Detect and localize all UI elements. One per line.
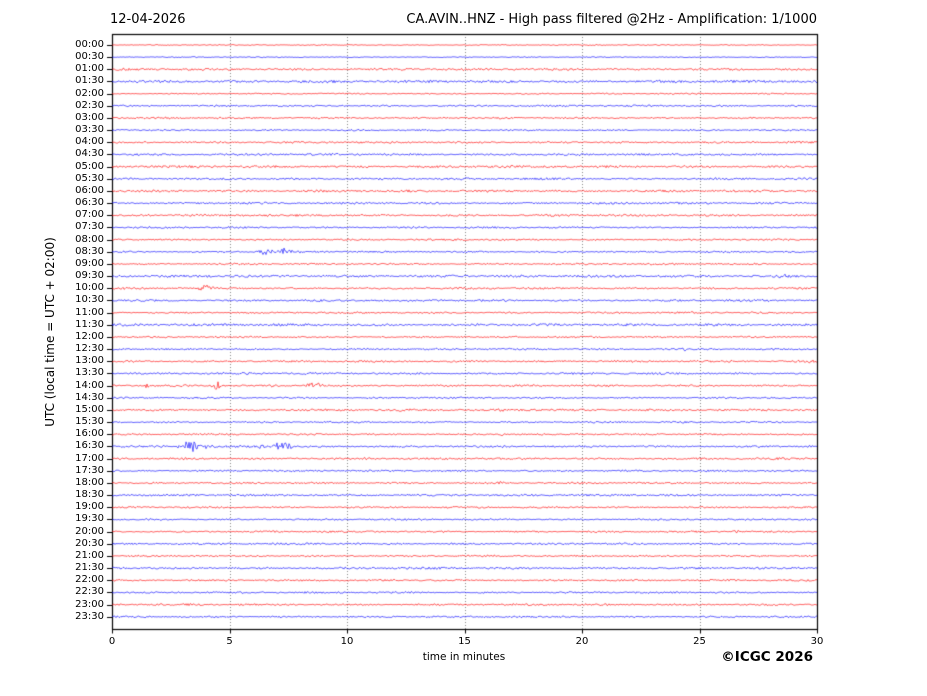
station-title: CA.AVIN..HNZ - High pass filtered @2Hz -… xyxy=(406,12,817,27)
y-tick-label: 12:30 xyxy=(75,343,104,355)
y-tick-label: 11:00 xyxy=(75,306,104,318)
y-tick-label: 01:30 xyxy=(75,75,104,87)
y-tick-label: 21:30 xyxy=(75,562,104,574)
x-tick-label: 20 xyxy=(575,636,589,647)
y-tick-label: 21:00 xyxy=(75,549,104,561)
y-tick-label: 06:00 xyxy=(75,184,104,196)
y-tick-label: 19:00 xyxy=(75,501,104,513)
y-tick-label: 19:30 xyxy=(75,513,104,525)
y-tick-label: 06:30 xyxy=(75,197,104,209)
y-tick-label: 18:30 xyxy=(75,489,104,501)
y-tick-label: 09:30 xyxy=(75,270,104,282)
x-tick-label: 10 xyxy=(340,636,354,647)
y-tick-label: 22:00 xyxy=(75,574,104,586)
x-tick-label: 0 xyxy=(108,636,116,647)
y-tick-label: 09:00 xyxy=(75,257,104,269)
y-tick-label: 07:00 xyxy=(75,209,104,221)
copyright-label: ©ICGC 2026 xyxy=(721,649,813,665)
y-tick-label: 18:00 xyxy=(75,476,104,488)
x-tick-label: 25 xyxy=(693,636,706,647)
y-tick-label: 23:00 xyxy=(75,598,104,610)
y-tick-label: 04:30 xyxy=(75,148,104,160)
y-tick-label: 05:30 xyxy=(75,172,104,184)
y-tick-label: 20:00 xyxy=(75,525,104,537)
y-tick-label: 16:00 xyxy=(75,428,104,440)
x-tick-label: 30 xyxy=(810,636,824,647)
y-tick-label: 20:30 xyxy=(75,537,104,549)
y-tick-label: 02:00 xyxy=(75,87,104,99)
y-tick-label: 17:00 xyxy=(75,452,104,464)
y-tick-label: 03:00 xyxy=(75,111,104,123)
y-tick-label: 02:30 xyxy=(75,99,104,111)
y-tick-label: 01:00 xyxy=(75,63,104,75)
y-tick-label: 17:30 xyxy=(75,464,104,476)
y-tick-label: 22:30 xyxy=(75,586,104,598)
date-title: 12-04-2026 xyxy=(110,12,186,27)
y-tick-label: 07:30 xyxy=(75,221,104,233)
y-tick-label: 04:00 xyxy=(75,136,104,148)
y-tick-label: 15:30 xyxy=(75,416,104,428)
y-tick-label: 05:00 xyxy=(75,160,104,172)
y-tick-label: 23:30 xyxy=(75,610,104,622)
y-tick-label: 08:30 xyxy=(75,245,104,257)
y-tick-label: 11:30 xyxy=(75,318,104,330)
y-tick-label: 00:30 xyxy=(75,51,104,63)
y-tick-label: 16:30 xyxy=(75,440,104,452)
y-tick-label: 10:00 xyxy=(75,282,104,294)
y-tick-label: 15:00 xyxy=(75,403,104,415)
y-tick-label: 10:30 xyxy=(75,294,104,306)
y-tick-label: 14:30 xyxy=(75,391,104,403)
y-tick-label: 03:30 xyxy=(75,124,104,136)
y-tick-label: 00:00 xyxy=(75,39,104,50)
x-tick-label: 15 xyxy=(458,636,471,647)
y-tick-label: 12:00 xyxy=(75,330,104,342)
y-tick-label: 14:00 xyxy=(75,379,104,391)
y-tick-label: 08:00 xyxy=(75,233,104,245)
x-tick-label: 5 xyxy=(226,636,233,647)
x-axis-label: time in minutes xyxy=(422,651,506,663)
y-tick-label: 13:30 xyxy=(75,367,104,379)
y-tick-label: 13:00 xyxy=(75,355,104,367)
